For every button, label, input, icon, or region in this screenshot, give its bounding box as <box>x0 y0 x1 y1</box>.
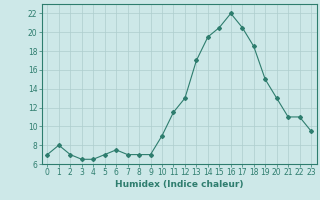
X-axis label: Humidex (Indice chaleur): Humidex (Indice chaleur) <box>115 180 244 189</box>
